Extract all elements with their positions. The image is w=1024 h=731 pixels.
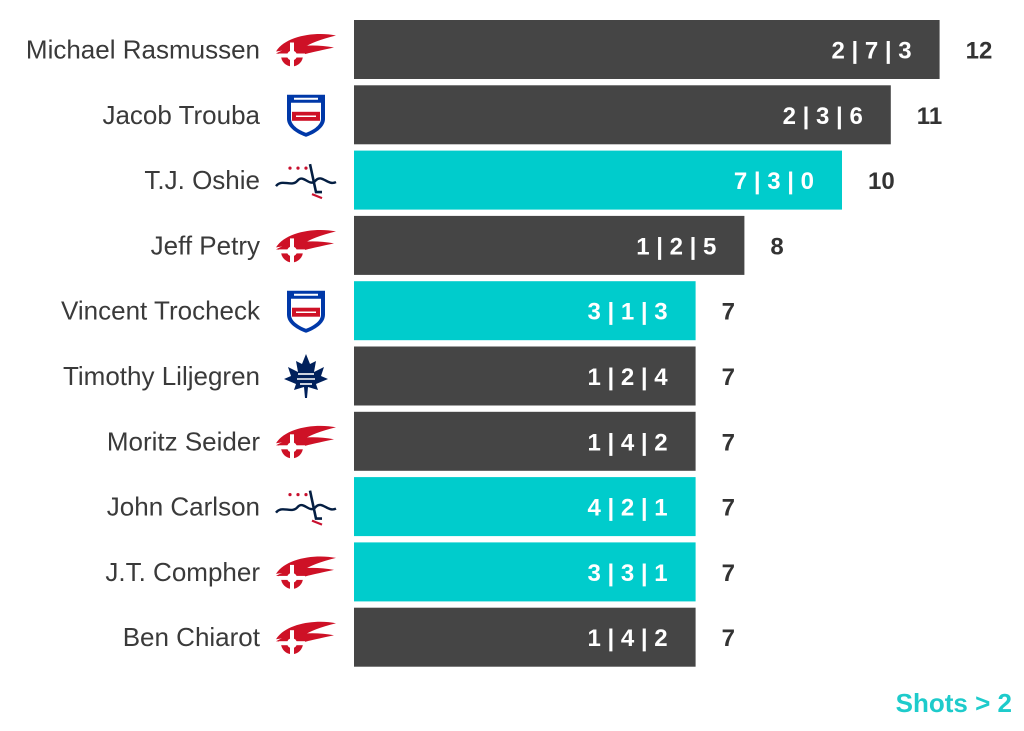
bar-row: Jacob Trouba 2 | 3 | 6 11 [102,85,942,145]
bar-row: John Carlson 4 | 2 | 1 7 [107,477,735,537]
capitals-logo [275,163,337,200]
bar-breakdown-label: 2 | 3 | 6 [783,103,863,130]
capitals-logo [275,490,337,526]
player-name: T.J. Oshie [144,165,260,195]
red-wings-logo [276,621,336,657]
bar-row: Moritz Seider 1 | 4 | 2 7 [107,411,735,471]
bar [354,215,745,275]
bar [354,281,696,341]
bar-total-label: 7 [722,429,735,456]
rangers-logo [287,290,325,333]
player-name: Timothy Liljegren [63,361,260,391]
rangers-logo [287,94,325,137]
bar-breakdown-label: 4 | 2 | 1 [587,495,667,522]
bar [354,346,696,406]
bar-breakdown-label: 1 | 2 | 4 [587,364,668,391]
bar-total-label: 7 [722,560,735,587]
bar [354,607,696,667]
bar [354,411,696,471]
red-wings-logo [276,34,336,69]
legend-note: Shots > 2 [895,688,1012,718]
bar-total-label: 12 [966,38,993,65]
player-name: John Carlson [107,492,260,522]
player-name: Michael Rasmussen [26,35,260,65]
maple-leafs-logo [284,354,328,398]
bar-total-label: 8 [770,233,783,260]
red-wings-logo [276,556,336,591]
player-name: Vincent Trocheck [61,296,261,326]
bar-row: J.T. Compher 3 | 3 | 1 7 [105,542,735,602]
bar-total-label: 7 [722,364,735,391]
red-wings-logo [276,229,336,265]
bar-breakdown-label: 1 | 4 | 2 [587,625,667,652]
bar-total-label: 7 [722,299,735,326]
bar [354,477,696,537]
bar-row: T.J. Oshie 7 | 3 | 0 10 [144,150,895,210]
bar-row: Michael Rasmussen 2 | 7 | 3 12 [26,20,992,79]
bar [354,20,940,79]
bar-breakdown-label: 1 | 4 | 2 [587,429,667,456]
bar-total-label: 7 [722,625,735,652]
bar [354,85,891,145]
bar-row: Timothy Liljegren 1 | 2 | 4 7 [63,346,735,406]
bar-breakdown-label: 7 | 3 | 0 [734,168,814,195]
player-name: Jeff Petry [151,230,260,260]
red-wings-logo [276,425,336,461]
bar-breakdown-label: 1 | 2 | 5 [636,233,716,260]
bar-total-label: 11 [917,103,942,130]
bar-row: Jeff Petry 1 | 2 | 5 8 [151,215,784,275]
bar [354,150,842,210]
bar-total-label: 10 [868,168,895,195]
bar-row: Ben Chiarot 1 | 4 | 2 7 [123,607,735,667]
bar [354,542,696,602]
bar-breakdown-label: 3 | 3 | 1 [587,560,667,587]
player-name: Jacob Trouba [102,100,260,130]
player-name: J.T. Compher [105,557,260,587]
bar-total-label: 7 [722,495,735,522]
player-name: Ben Chiarot [123,622,261,652]
player-name: Moritz Seider [107,426,260,456]
bar-row: Vincent Trocheck 3 | 1 | 3 7 [61,281,735,341]
bar-breakdown-label: 2 | 7 | 3 [831,38,911,65]
bar-breakdown-label: 3 | 1 | 3 [587,299,667,326]
